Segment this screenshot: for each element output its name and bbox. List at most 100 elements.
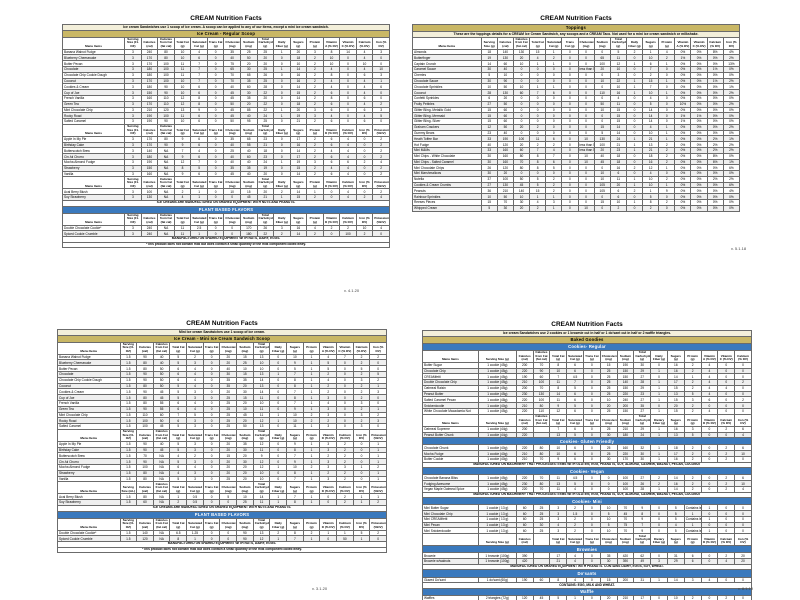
column-header: Sodium (mg): [239, 212, 258, 226]
table-row: Chocolate Chip 1 cookie (45g) 220 90 10 6 0 25 1…: [422, 367, 752, 375]
table-row: Spiced Cookie Crumble 3 240 NA 11 1 0 0 180 22 2 14…: [61, 230, 390, 238]
column-header: Sugars (g): [666, 413, 685, 427]
column-header: Calories from Fat (fat cal): [152, 517, 171, 531]
column-header: Saturated Fat (g): [190, 212, 208, 226]
value-cell: 2: [306, 66, 324, 73]
value-cell: 1: [273, 66, 291, 73]
column-header: Sodium (mg): [236, 481, 254, 495]
column-header: Total Carbohydrates (g): [633, 533, 652, 547]
column-header: Sodium (mg): [236, 517, 254, 531]
value-cell: 210: [616, 594, 635, 600]
menu-item-cell: Cin-ful Churro: [57, 458, 121, 465]
value-cell: 0: [339, 89, 357, 96]
column-header: Saturated Fat (g): [190, 36, 208, 50]
table-row: Heath Toffee Bar 33 190 100 11 6 0 10 130 24 1 21 1 0…: [412, 135, 741, 143]
value-cell: 2: [306, 77, 324, 85]
column-header: Sugars (g): [286, 341, 304, 355]
column-header: Trans Fat (g): [582, 533, 601, 547]
menu-item-cell: Salted Caramel Pecan: [422, 396, 479, 404]
column-header: Sugars (g): [666, 533, 685, 547]
column-header: Sugars (g): [289, 36, 308, 50]
column-header: Sugars (g): [286, 517, 304, 531]
menu-item-cell: Strawberry: [57, 469, 121, 477]
version-footer: v. 5.1.18: [731, 246, 747, 251]
column-header: Total Fat (g): [173, 123, 192, 137]
column-header: Trans Fat (g): [206, 123, 225, 137]
column-header: Calcium (% DV): [706, 36, 724, 50]
value-cell: 45: [532, 594, 551, 600]
sheet-toppings: CREAM Nutrition Facts Toppings These are …: [412, 15, 741, 212]
value-cell: 0: [369, 394, 387, 401]
section-band: Cookies- Regular: [422, 342, 752, 351]
table-row: Waffles 2 triangles (72g) 120 45 5 1 0 20 210 17 0…: [422, 594, 752, 600]
column-header: Sodium (mg): [236, 341, 254, 355]
column-header-row: Menu Items Serving Size (FL OZ) Calories (…: [61, 123, 390, 137]
column-header: Vitamin D (% DV): [322, 212, 341, 226]
value-cell: 1: [273, 106, 291, 114]
section-band: Toppings: [412, 23, 740, 32]
section-band: Toppings: [412, 23, 740, 32]
table-row: Salted Caramel Pecan 1 cookie (48g) 220 100…: [422, 396, 752, 404]
value-cell: 1 do'sant (60g): [477, 576, 517, 584]
value-cell: 2: [683, 594, 702, 600]
value-cell: 1: [369, 440, 387, 448]
column-header: Vitamin D (% DV): [322, 123, 341, 137]
column-header: Iron (% DV): [734, 533, 752, 547]
value-cell: 1 cookie (45g): [477, 480, 517, 487]
column-header: Daily Fiber (g): [269, 517, 288, 531]
column-header: Calcium (% DV): [352, 341, 371, 355]
column-header: Potassium (%DV): [372, 123, 390, 137]
value-cell: 20: [256, 60, 275, 68]
value-cell: 2: [734, 396, 752, 404]
table-row: Oatmeal Raisin 1 cookie (45g) 200 70 8 5 0 25 15…: [422, 384, 752, 392]
value-cell: 0%: [722, 112, 741, 120]
value-cell: 1 cookie (40g): [477, 455, 517, 463]
table-row: Chocolate Chip Cookie Dough 3 180 100 11 7 0 70…: [61, 71, 390, 79]
column-header: Total Fat (g): [169, 481, 188, 495]
column-header: Calories (cal): [515, 349, 534, 363]
menu-item-cell: Double Chocolate Chip: [422, 379, 479, 386]
column-header: Total Fat (g): [173, 176, 192, 190]
value-cell: 0: [273, 60, 291, 68]
column-header: Calcium (% DV): [339, 123, 357, 137]
value-cell: 0: [734, 504, 752, 512]
value-cell: 0%: [722, 71, 741, 79]
table-row: Brownie w/walnuts 1 brownie (100g) 420 21 4 0…: [422, 558, 752, 565]
value-cell: 22: [256, 230, 275, 238]
menu-item-cell: Birthday Cake: [57, 446, 121, 454]
column-header-row: Menu Items Serving Size (FL OZ) Calories (…: [61, 212, 390, 226]
value-cell: 2: [734, 379, 752, 386]
value-cell: 0: [734, 402, 752, 409]
menu-item-cell: Chocolate Chip: [422, 367, 479, 375]
column-header: Total Fat (g): [549, 349, 568, 363]
column-header: Vitamin D (% DV): [700, 413, 719, 427]
table-row: Butterscotch Brew 1.5 70 NA 4 2 0 15 20 9 0 7 1 2 2 0 1: [57, 452, 387, 460]
column-header: Iron (% DV): [372, 36, 390, 50]
value-cell: 5: [372, 112, 390, 120]
value-cell: 120: [515, 594, 534, 600]
column-header: Serving Size (FL OZ): [124, 176, 142, 190]
column-header: Menu Items: [57, 517, 121, 531]
value-cell: 2: [306, 83, 324, 91]
table-row: Rocky Road 1.5 100 50 6 3 0 25 20 12 1 10 2 2 0 2 3: [57, 417, 387, 425]
column-header: Potassium (%DV): [369, 517, 387, 531]
column-header: Sugars (g): [289, 123, 308, 137]
menu-item-cell: Whipped Cream: [412, 204, 482, 212]
value-cell: 0: [372, 230, 390, 238]
section-band: PLANT BASED FLAVORS: [62, 205, 390, 214]
column-header: Potassium (%DV): [372, 176, 390, 190]
column-header: Calories from Fat (fat cal): [157, 212, 175, 226]
menu-item-cell: Mocha Fudge: [422, 450, 479, 457]
menu-item-cell: Cup of Joe: [61, 89, 126, 96]
value-cell: 6: [734, 425, 752, 433]
section-band: Baked Goodies: [422, 335, 752, 344]
value-cell: 1: [369, 469, 387, 477]
value-cell: 0: [339, 71, 357, 79]
value-cell: 20: [512, 204, 531, 212]
value-cell: 13%: [722, 60, 741, 68]
section-band: Waffle: [422, 587, 752, 596]
sheet-baked-goodies: CREAM Nutrition Facts Ice cream Sandwich…: [422, 321, 752, 600]
value-cell: 26: [256, 71, 275, 79]
menu-item-cell: Butter Cookie: [422, 455, 479, 463]
column-header: Protein (g): [302, 341, 321, 355]
